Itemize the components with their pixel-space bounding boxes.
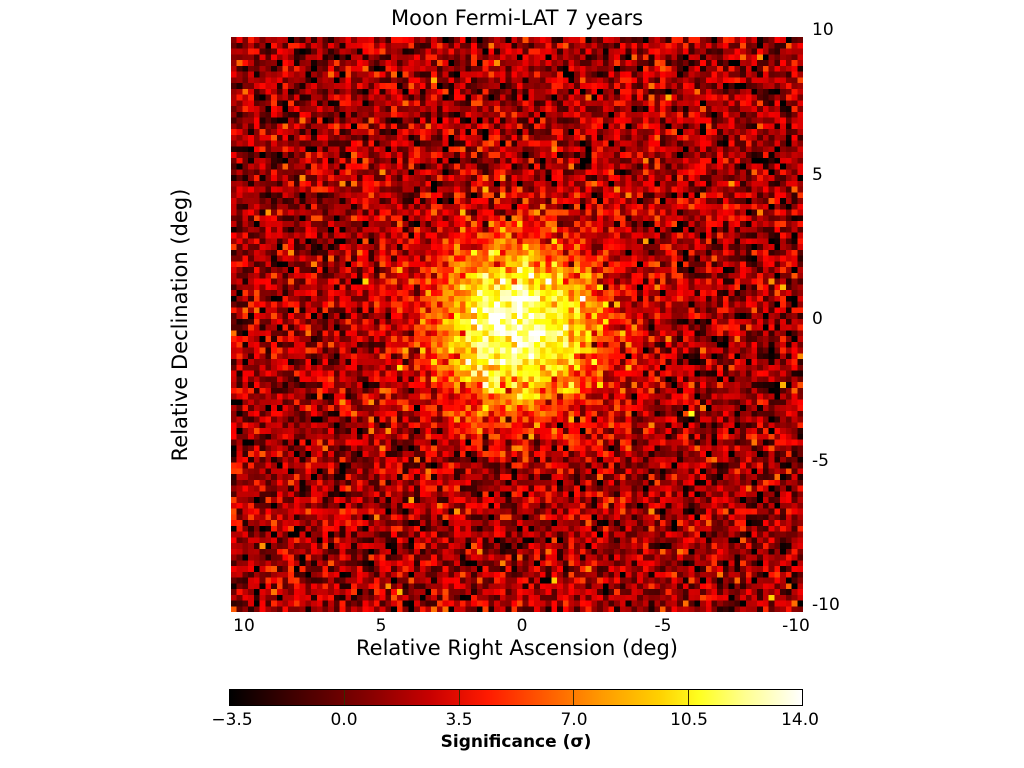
colorbar-tick: 14.0: [781, 710, 819, 730]
colorbar-divider: [458, 690, 460, 705]
y-tick: -10: [812, 595, 840, 615]
colorbar-tick: 0.0: [330, 710, 358, 730]
colorbar-divider: [344, 690, 346, 705]
x-tick: 5: [375, 616, 387, 636]
y-tick: 10: [812, 20, 834, 40]
significance-heatmap: [231, 37, 803, 612]
y-tick: 0: [812, 309, 823, 329]
colorbar-divider: [573, 690, 575, 705]
x-axis-label: Relative Right Ascension (deg): [356, 636, 678, 660]
x-tick: -5: [654, 616, 672, 636]
chart-title: Moon Fermi-LAT 7 years: [390, 6, 644, 30]
colorbar-tick: 7.0: [560, 710, 588, 730]
y-tick: -5: [812, 451, 829, 471]
colorbar-tick: 10.5: [670, 710, 708, 730]
y-tick: 5: [812, 165, 823, 185]
colorbar-tick: −3.5: [211, 710, 253, 730]
colorbar: [229, 689, 803, 706]
x-tick: 0: [516, 616, 528, 636]
colorbar-tick: 3.5: [445, 710, 473, 730]
x-tick: -10: [782, 616, 810, 636]
colorbar-divider: [687, 690, 689, 705]
y-axis-label: Relative Declination (deg): [168, 188, 192, 462]
colorbar-label: Significance (σ): [440, 732, 592, 752]
x-tick: 10: [233, 616, 255, 636]
